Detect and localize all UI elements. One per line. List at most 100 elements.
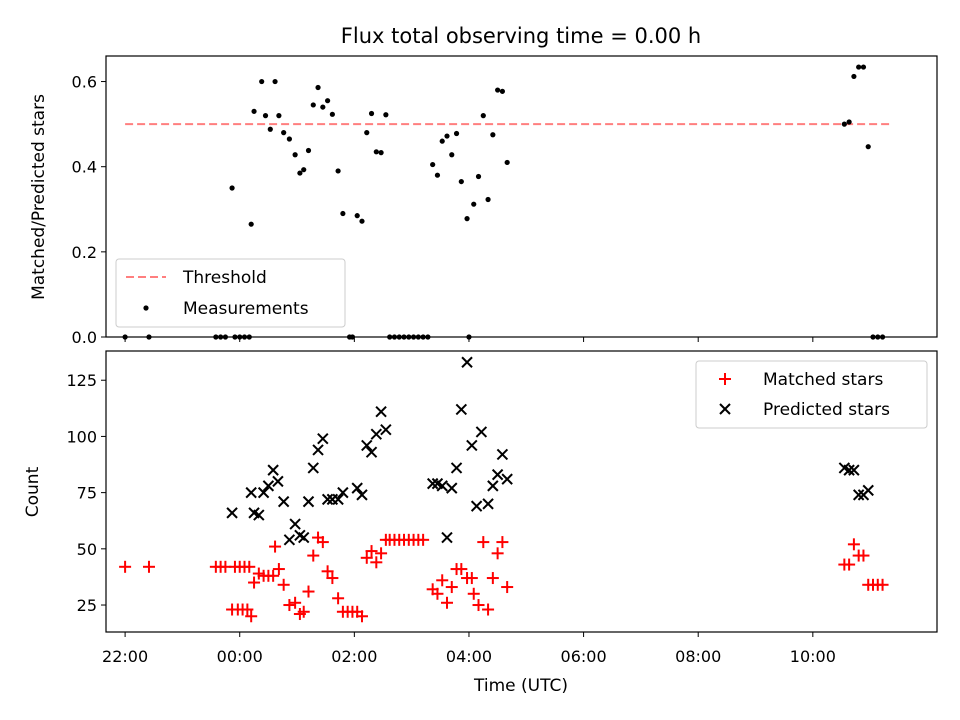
predicted-star-point bbox=[307, 462, 319, 474]
predicted-star-point bbox=[496, 448, 509, 461]
ratio-y-tick-label: 0.4 bbox=[72, 158, 97, 177]
matched-star-point bbox=[370, 556, 383, 569]
measurement-point bbox=[490, 132, 496, 138]
matched-star-point bbox=[467, 587, 480, 600]
predicted-star-point bbox=[482, 498, 494, 510]
predicted-star-point bbox=[298, 531, 310, 544]
predicted-star-point bbox=[253, 509, 265, 521]
count-x-tick-label: 22:00 bbox=[102, 647, 148, 666]
measurement-point bbox=[453, 130, 460, 137]
matched-star-point bbox=[440, 596, 453, 609]
count-x-ticks: 22:00 00:00 02:00 04:00 06:00 08:00 10:00 bbox=[102, 632, 836, 666]
matched-star-point bbox=[302, 585, 315, 598]
ratio-legend-box bbox=[115, 258, 346, 328]
measurement-point bbox=[458, 178, 464, 185]
predicted-star-point bbox=[501, 473, 513, 485]
count-y-tick-label: 75 bbox=[77, 484, 97, 503]
ratio-panel: Flux total observing time = 0.00 h 0.00.… bbox=[29, 24, 938, 347]
measurement-point bbox=[846, 119, 852, 125]
measurement-point bbox=[860, 64, 867, 70]
matched-star-point bbox=[245, 610, 258, 623]
measurement-point bbox=[430, 161, 436, 168]
measurement-point bbox=[865, 144, 871, 150]
predicted-star-point bbox=[450, 462, 463, 474]
measurement-point bbox=[267, 126, 273, 132]
count-x-tick-label: 10:00 bbox=[790, 647, 836, 666]
count-panel: 25 50 75 100 125 22:00 00:00 02:00 04:00 06:00 08… bbox=[23, 350, 938, 696]
matched-star-point bbox=[360, 551, 373, 564]
matched-star-point bbox=[843, 558, 856, 571]
measurement-point bbox=[335, 168, 341, 174]
measurement-point bbox=[464, 216, 470, 222]
ratio-y-tick-label: 0.2 bbox=[72, 243, 97, 262]
matched-star-point bbox=[297, 605, 310, 618]
measurement-point bbox=[449, 152, 455, 158]
predicted-star-point bbox=[848, 464, 860, 476]
measurement-point bbox=[229, 185, 235, 191]
measurement-point bbox=[851, 73, 857, 80]
predicted-star-point bbox=[365, 446, 378, 458]
predicted-star-point bbox=[491, 468, 504, 481]
measurement-point bbox=[504, 159, 510, 166]
count-x-tick-label: 08:00 bbox=[675, 647, 721, 666]
predicted-star-point bbox=[257, 486, 270, 499]
legend-measurements-swatch bbox=[143, 305, 149, 311]
count-x-tick-label: 02:00 bbox=[331, 647, 377, 666]
measurement-point bbox=[292, 152, 298, 158]
measurement-point bbox=[475, 173, 482, 180]
measurement-point bbox=[856, 64, 862, 70]
measurement-point bbox=[841, 121, 847, 127]
count-x-tick-label: 04:00 bbox=[446, 647, 492, 666]
predicted-star-point bbox=[361, 439, 373, 452]
predicted-star-point bbox=[317, 432, 329, 445]
ratio-y-ticks: 0.0 0.2 0.4 0.6 bbox=[72, 73, 106, 347]
ratio-axes-frame bbox=[105, 55, 938, 338]
matched-star-point bbox=[267, 569, 280, 582]
matched-star-point bbox=[876, 578, 889, 591]
predicted-star-point bbox=[446, 482, 458, 494]
matched-star-point bbox=[482, 603, 495, 616]
matched-star-point bbox=[326, 572, 339, 585]
legend-matched-swatch bbox=[719, 373, 731, 385]
matched-star-point bbox=[465, 572, 478, 585]
measurement-point bbox=[444, 133, 450, 139]
predicted-star-point bbox=[375, 405, 387, 418]
predicted-star-point bbox=[426, 477, 439, 490]
matched-star-point bbox=[486, 572, 499, 585]
matched-star-point bbox=[417, 533, 430, 546]
predicted-star-point bbox=[461, 356, 473, 368]
measurement-point bbox=[305, 147, 312, 154]
ratio-y-axis-label: Matched/Predicted stars bbox=[29, 94, 49, 300]
matched-star-point bbox=[277, 578, 290, 591]
measurement-point bbox=[325, 98, 331, 104]
matched-star-point bbox=[501, 581, 514, 594]
predicted-star-point bbox=[380, 423, 392, 436]
count-y-ticks: 25 50 75 100 125 bbox=[66, 371, 106, 615]
predicted-star-point bbox=[487, 480, 499, 492]
measurement-point bbox=[281, 130, 287, 136]
ratio-x-ticks bbox=[124, 337, 814, 342]
count-x-tick-label: 00:00 bbox=[217, 647, 263, 666]
predicted-star-point bbox=[302, 495, 315, 508]
measurement-point bbox=[251, 108, 257, 114]
matched-star-point bbox=[269, 540, 282, 553]
measurement-point bbox=[329, 111, 335, 117]
matched-star-point bbox=[436, 574, 449, 587]
measurement-point bbox=[248, 221, 254, 227]
predicted-star-point bbox=[455, 403, 468, 416]
matched-star-point bbox=[857, 549, 870, 562]
legend-matched-label: Matched stars bbox=[763, 370, 883, 390]
measurement-point bbox=[359, 218, 365, 224]
measurement-point bbox=[480, 113, 486, 119]
measurement-point bbox=[485, 196, 491, 203]
measurement-point bbox=[272, 78, 278, 85]
predicted-star-point bbox=[436, 480, 448, 492]
ratio-legend: Threshold Measurements bbox=[115, 258, 346, 328]
matched-star-point bbox=[289, 596, 302, 609]
measurement-point bbox=[301, 167, 307, 173]
matched-star-point bbox=[365, 545, 378, 558]
measurement-point bbox=[354, 213, 360, 219]
matched-star-point bbox=[455, 563, 468, 576]
predicted-star-point bbox=[441, 531, 453, 544]
